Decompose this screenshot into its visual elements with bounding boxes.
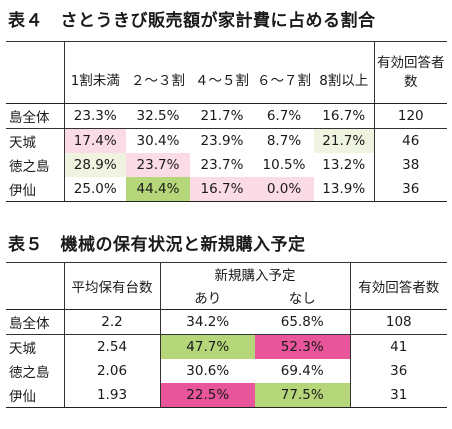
table-cell: 2.06	[63, 359, 160, 383]
table-cell: 52.3%	[255, 334, 350, 359]
row-label: 伊仙	[6, 383, 64, 408]
corner-cell	[6, 41, 64, 104]
corner-cell	[6, 262, 64, 310]
row-label: 島全体	[6, 309, 64, 335]
table-cell: 31	[349, 383, 447, 408]
table-cell: 36	[373, 177, 447, 202]
header-respondents: 有効回答者数	[373, 41, 447, 104]
table-cell: 13.2%	[322, 157, 366, 173]
table-row: 島全体 23.3% 32.5% 21.7% 6.7% 16.7% 120	[6, 103, 447, 129]
table-row: 島全体 2.2 34.2% 65.8% 108	[6, 309, 447, 335]
table-cell: 65.8%	[255, 309, 350, 335]
table-row: 天城 17.4% 30.4% 23.9% 8.7% 21.7% 46	[6, 128, 447, 153]
table-cell: 16.7%	[314, 103, 374, 129]
table-cell: 47.7%	[159, 334, 255, 359]
row-label: 伊仙	[6, 177, 64, 202]
table-cell: 22.5%	[159, 383, 255, 408]
table-cell: 28.9%	[63, 153, 126, 177]
table-cell: 17.4%	[63, 128, 126, 153]
table-row: 伊仙 1.93 22.5% 77.5% 31	[6, 383, 447, 408]
table-cell: 13.9%	[314, 177, 374, 202]
table-cell: 6.7%	[254, 103, 314, 129]
table-row: 天城 2.54 47.7% 52.3% 41	[6, 334, 447, 359]
header-20-30: ２～３割	[126, 41, 190, 104]
household-share-table: 1割未満 ２～３割 ４～５割 ６～７割 8割以上 有効回答者数 島全体 23.3…	[6, 41, 447, 202]
row-label: 徳之島	[9, 365, 50, 381]
table-cell: 23.9%	[200, 133, 244, 149]
header-avg-owned: 平均保有台数	[63, 262, 160, 310]
table-cell: 2.2	[63, 309, 160, 335]
table-cell: 120	[373, 103, 447, 129]
table-cell: 8.7%	[266, 133, 302, 149]
table-cell: 108	[349, 309, 447, 335]
row-label: 島全体	[6, 103, 64, 129]
table-cell: 2.54	[63, 334, 160, 359]
table-cell: 46	[373, 128, 447, 153]
table4-title: 表４ さとうきび販売額が家計費に占める割合	[8, 11, 376, 31]
table-cell: 23.7%	[200, 157, 244, 173]
table-cell: 69.4%	[280, 363, 324, 379]
table-cell: 77.5%	[255, 383, 350, 408]
table-row: 徳之島 2.06 30.6% 69.4% 36	[6, 359, 447, 383]
table-cell: 32.5%	[126, 103, 190, 129]
header-under-10: 1割未満	[63, 41, 126, 104]
table-cell: 30.6%	[159, 359, 255, 383]
table-cell: 30.4%	[136, 133, 180, 149]
table5-title: 表５ 機械の保有状況と新規購入予定	[8, 235, 306, 255]
header-plan-yes: あり	[159, 285, 255, 310]
table-cell: 44.4%	[126, 177, 190, 202]
table-row: 伊仙 25.0% 44.4% 16.7% 0.0% 13.9% 36	[6, 177, 447, 202]
table-cell: 0.0%	[254, 177, 314, 202]
header-purchase-plan: 新規購入予定	[159, 262, 350, 285]
machine-ownership-table: 平均保有台数 新規購入予定 有効回答者数 あり なし 島全体 2.2 34.2%…	[6, 262, 447, 408]
table-cell: 16.7%	[190, 177, 254, 202]
table-cell: 1.93	[63, 383, 160, 408]
table-cell: 34.2%	[159, 309, 255, 335]
row-label: 天城	[9, 135, 36, 151]
table-cell: 23.7%	[126, 153, 190, 177]
header-40-50: ４～５割	[190, 41, 254, 104]
table-cell: 36	[349, 359, 447, 383]
table-cell: 21.7%	[190, 103, 254, 129]
header-plan-no: なし	[288, 291, 316, 307]
table-cell: 10.5%	[262, 157, 306, 173]
header-respondents: 有効回答者数	[349, 262, 447, 310]
table-cell: 38	[373, 153, 447, 177]
table-cell: 25.0%	[63, 177, 126, 202]
header-60-70: ６～７割	[254, 41, 314, 104]
header-80-plus: 8割以上	[314, 41, 374, 104]
table-row: 徳之島 28.9% 23.7% 23.7% 10.5% 13.2% 38	[6, 153, 447, 177]
table-cell: 41	[349, 334, 447, 359]
row-label: 天城	[9, 341, 36, 357]
table-cell: 23.3%	[63, 103, 126, 129]
table-cell: 21.7%	[314, 128, 374, 153]
row-label: 徳之島	[9, 159, 50, 175]
